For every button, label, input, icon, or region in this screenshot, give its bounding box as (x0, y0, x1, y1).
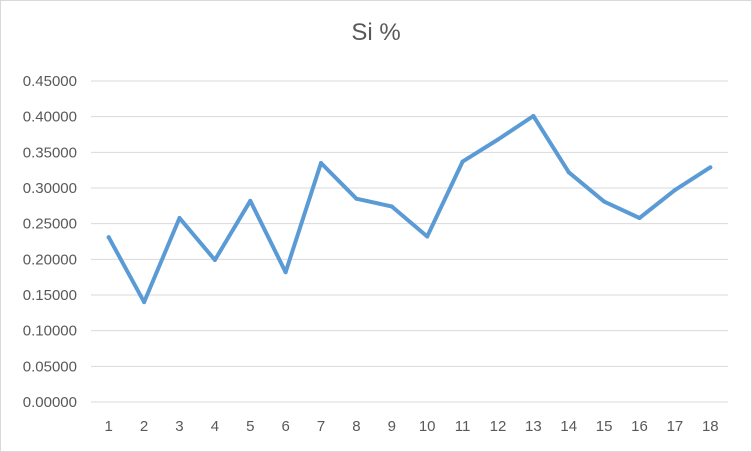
y-tick-label: 0.25000 (23, 216, 77, 233)
y-tick-label: 0.05000 (23, 358, 77, 375)
x-tick-label: 15 (596, 418, 613, 435)
data-point (708, 165, 713, 170)
x-tick-label: 6 (281, 418, 289, 435)
data-point (602, 199, 607, 204)
data-point (460, 159, 465, 164)
data-point (142, 300, 147, 305)
x-tick-label: 2 (140, 418, 148, 435)
data-point (177, 215, 182, 220)
x-tick-label: 13 (525, 418, 542, 435)
x-tick-label: 12 (490, 418, 507, 435)
x-tick-label: 10 (419, 418, 436, 435)
data-point (389, 204, 394, 209)
data-point (566, 170, 571, 175)
y-tick-label: 0.45000 (23, 73, 77, 90)
x-tick-label: 14 (560, 418, 577, 435)
y-tick-label: 0.40000 (23, 109, 77, 126)
x-tick-label: 16 (631, 418, 648, 435)
data-point (319, 161, 324, 166)
x-tick-label: 7 (317, 418, 325, 435)
y-tick-label: 0.10000 (23, 323, 77, 340)
x-tick-label: 11 (455, 418, 471, 435)
x-tick-label: 9 (388, 418, 396, 435)
y-tick-label: 0.35000 (23, 144, 77, 161)
data-point (495, 137, 500, 142)
x-tick-label: 18 (702, 418, 719, 435)
chart-title: Si % (351, 19, 401, 46)
series-line (106, 114, 713, 305)
x-tick-label: 8 (352, 418, 360, 435)
data-point (637, 215, 642, 220)
x-tick-label: 17 (667, 418, 684, 435)
data-point (354, 196, 359, 201)
y-tick-label: 0.00000 (23, 394, 77, 411)
x-tick-label: 4 (211, 418, 219, 435)
x-tick-label: 5 (246, 418, 254, 435)
x-tick-label: 3 (175, 418, 183, 435)
data-point (425, 234, 430, 239)
data-point (248, 198, 253, 203)
data-point (531, 113, 536, 118)
y-tick-label: 0.30000 (23, 180, 77, 197)
data-point (283, 270, 288, 275)
data-point (672, 188, 677, 193)
data-point (106, 235, 111, 240)
x-tick-label: 1 (105, 418, 113, 435)
data-point (212, 258, 217, 263)
y-tick-label: 0.20000 (23, 251, 77, 268)
y-tick-label: 0.15000 (23, 287, 77, 304)
